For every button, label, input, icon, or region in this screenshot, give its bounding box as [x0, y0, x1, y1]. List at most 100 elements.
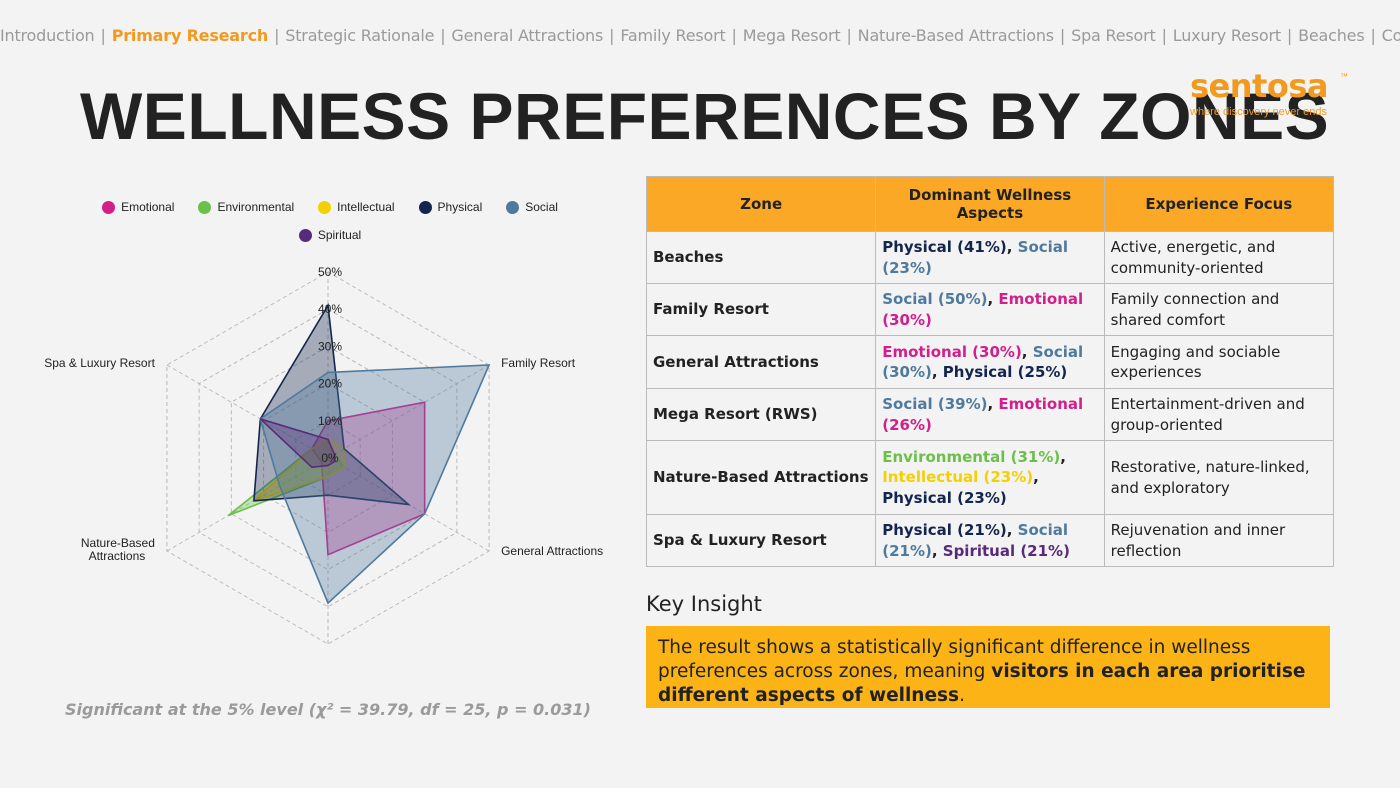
logo-wordmark: sentosa	[1190, 67, 1328, 105]
aspect-text: ,	[1060, 447, 1066, 466]
aspect-text: ,	[1021, 342, 1033, 361]
legend-item-spiritual: Spiritual	[298, 228, 362, 242]
legend-label: Physical	[437, 200, 483, 214]
tick-label: 20%	[318, 377, 342, 391]
aspect-text: Emotional (30%)	[882, 342, 1022, 361]
zone-cell: Mega Resort (RWS)	[645, 388, 877, 441]
aspect-text: ,	[987, 395, 999, 413]
aspect-text: ,	[931, 541, 943, 560]
focus-cell: Active, energetic, and community-oriente…	[1103, 231, 1335, 284]
nav-separator: |	[609, 26, 615, 45]
radar-chart: 0%10%20%30%40%50%BeachesFamily ResortGen…	[44, 265, 603, 645]
axis-label: Family Resort	[501, 356, 576, 370]
page-title: WELLNESS PREFERENCES BY ZONES	[80, 79, 1330, 153]
table-row: Beaches Physical (41%), Social (23%) Activ…	[645, 231, 1335, 284]
series-area-social	[259, 364, 491, 605]
legend-item-emotional: Emotional	[102, 200, 174, 214]
nav-separator: |	[1161, 26, 1167, 45]
aspect-text: Environmental (31%)	[882, 447, 1061, 466]
aspects-cell: Physical (21%), Social (21%), Spiritual …	[875, 514, 1105, 567]
aspect-text: Spiritual (21%)	[942, 541, 1070, 560]
nav-separator: |	[100, 26, 106, 45]
legend-label: Emotional	[121, 200, 175, 214]
nav-separator: |	[274, 26, 280, 45]
legend-swatch	[102, 200, 116, 214]
legend-label: Spiritual	[317, 228, 362, 242]
zone-table: Zone Dominant Wellness Aspects Experienc…	[645, 176, 1335, 567]
table-row: Mega Resort (RWS) Social (39%), Emotional…	[645, 388, 1335, 441]
nav-item-introduction[interactable]: Introduction	[0, 26, 95, 45]
focus-cell: Rejuvenation and inner reflection	[1103, 514, 1335, 567]
table-row: Nature-Based Attractions Environmental (3…	[645, 440, 1335, 515]
chart-legend: Emotional Environmental Intellectual Physic…	[60, 200, 600, 256]
aspect-text: Social (30%)	[882, 342, 1084, 382]
table-row: Family Resort Social (50%), Emotional (30…	[645, 283, 1335, 336]
aspect-text: Physical (23%)	[882, 488, 1007, 507]
logo-trademark: ™	[1340, 72, 1348, 81]
legend-swatch	[506, 200, 520, 214]
axis-spoke	[166, 364, 329, 459]
nav-separator: |	[440, 26, 446, 45]
zone-cell: Beaches	[645, 231, 877, 284]
grid-ring	[263, 383, 393, 533]
logo-tagline: where discovery never ends	[1190, 106, 1327, 118]
aspects-cell: Physical (41%), Social (23%)	[875, 231, 1105, 284]
aspects-cell: Social (39%), Emotional (26%)	[875, 388, 1105, 441]
focus-cell: Engaging and sociable experiences	[1103, 335, 1335, 389]
legend-swatch	[418, 200, 432, 214]
axis-spoke	[327, 364, 490, 459]
aspect-text: ,	[1006, 521, 1018, 539]
aspect-text: Emotional (30%)	[882, 290, 1084, 329]
legend-label: Social	[525, 200, 558, 214]
focus-cell: Family connection and shared comfort	[1103, 283, 1335, 336]
nav-item-conclusion[interactable]: Conclusion	[1381, 26, 1400, 45]
insight-end: .	[959, 685, 965, 706]
aspect-text: Social (23%)	[882, 238, 1069, 277]
key-insight-box: The result shows a statistically signifi…	[646, 626, 1330, 708]
tick-label: 0%	[321, 451, 339, 465]
axis-spoke	[166, 457, 329, 552]
focus-cell: Restorative, nature-linked, and explorat…	[1103, 440, 1335, 515]
zone-cell: Family Resort	[645, 283, 877, 336]
table-row: General Attractions Emotional (30%), Soci…	[645, 335, 1335, 389]
legend-item-environmental: Environmental	[198, 200, 294, 214]
legend-label: Intellectual	[337, 200, 395, 214]
tick-label: 10%	[318, 414, 342, 428]
nav-item-primary-research[interactable]: Primary Research	[111, 26, 269, 45]
focus-cell: Entertainment-driven and group-oriented	[1103, 388, 1335, 441]
nav-item-luxury-resort[interactable]: Luxury Resort	[1172, 26, 1281, 45]
tick-label: 40%	[318, 302, 342, 316]
nav-item-mega-resort[interactable]: Mega Resort	[742, 26, 841, 45]
legend-item-intellectual: Intellectual	[318, 200, 395, 214]
nav-item-nature-based-attractions[interactable]: Nature-Based Attractions	[857, 26, 1054, 45]
aspect-text: Physical (21%)	[882, 521, 1007, 539]
aspect-text: ,	[1033, 468, 1039, 487]
nav-separator: |	[1370, 26, 1376, 45]
aspects-cell: Emotional (30%), Social (30%), Physical …	[875, 335, 1105, 389]
aspects-cell: Social (50%), Emotional (30%)	[875, 283, 1105, 336]
legend-item-social: Social	[506, 200, 558, 214]
sentosa-logo: sentosa ™ where discovery never ends	[1190, 68, 1360, 124]
nav-item-strategic-rationale[interactable]: Strategic Rationale	[285, 26, 435, 45]
table-header-row: Zone Dominant Wellness Aspects Experienc…	[645, 176, 1335, 232]
header-zone: Zone	[645, 176, 877, 232]
nav-item-beaches[interactable]: Beaches	[1298, 26, 1365, 45]
insight-text: The result shows a statistically signifi…	[658, 637, 1251, 682]
zone-cell: Nature-Based Attractions	[645, 440, 877, 515]
zone-cell: Spa & Luxury Resort	[645, 514, 877, 567]
aspect-text: Physical (25%)	[942, 363, 1068, 381]
nav-item-spa-resort[interactable]: Spa Resort	[1071, 26, 1156, 45]
axis-label: General Attractions	[501, 544, 603, 558]
nav-item-general-attractions[interactable]: General Attractions	[451, 26, 604, 45]
tick-label: 50%	[318, 265, 342, 279]
nav-separator: |	[1286, 26, 1293, 45]
header-dominant-aspects: Dominant Wellness Aspects	[875, 176, 1105, 232]
chart-footnote: Significant at the 5% level (χ² = 39.79,…	[65, 700, 591, 719]
nav-item-family-resort[interactable]: Family Resort	[620, 26, 726, 45]
aspect-text: ,	[987, 290, 999, 308]
legend-swatch	[198, 200, 212, 214]
aspect-text: Social (50%)	[882, 290, 988, 308]
legend-swatch	[318, 200, 332, 214]
nav-separator: |	[731, 26, 737, 45]
aspects-cell: Environmental (31%), Intellectual (23%),…	[875, 440, 1105, 515]
